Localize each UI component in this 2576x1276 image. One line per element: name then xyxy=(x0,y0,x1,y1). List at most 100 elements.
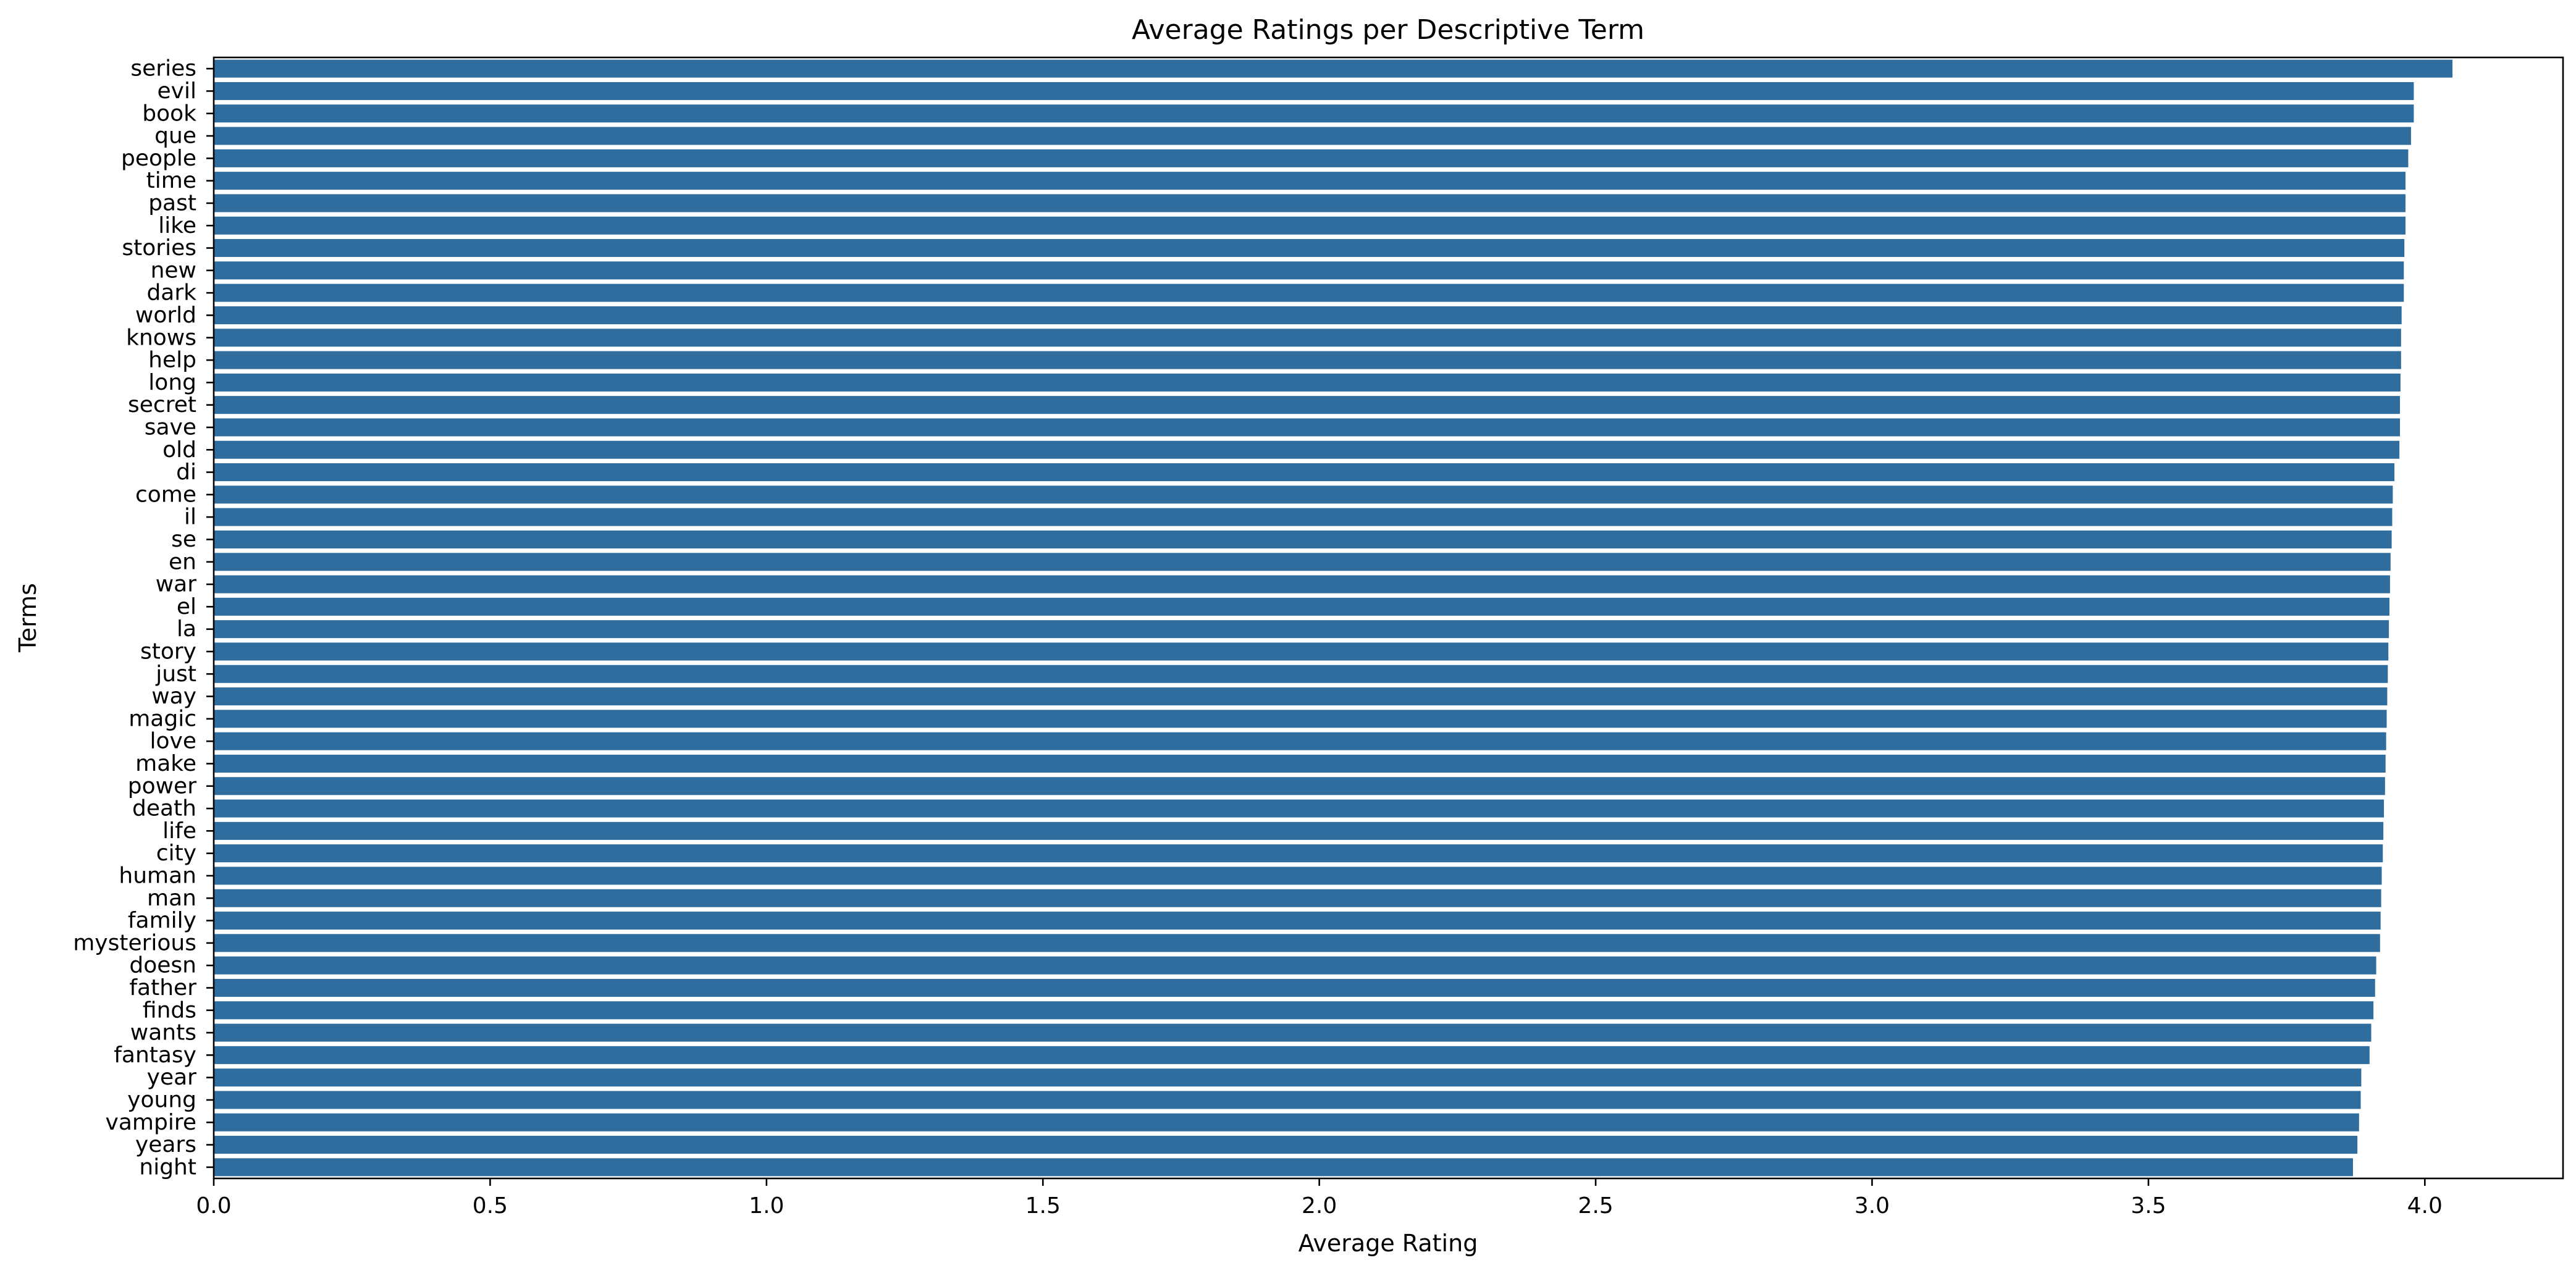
category-label-el: el xyxy=(177,594,196,619)
bar-death xyxy=(214,799,2384,818)
x-tick-label: 0.0 xyxy=(196,1193,231,1219)
x-axis-label: Average Rating xyxy=(1299,1230,1478,1257)
category-label-power: power xyxy=(128,773,196,799)
category-label-time: time xyxy=(146,168,196,193)
plot-frame xyxy=(213,56,2564,1180)
category-label-secret: secret xyxy=(128,392,196,418)
bar-finds xyxy=(214,1001,2374,1020)
bar-old xyxy=(214,440,2400,459)
bar-life xyxy=(214,821,2384,840)
category-label-mysterious: mysterious xyxy=(73,930,196,955)
bar-help xyxy=(214,351,2401,369)
bar-doesn xyxy=(214,956,2376,975)
category-label-se: se xyxy=(171,527,196,552)
category-label-il: il xyxy=(184,505,196,530)
category-label-old: old xyxy=(162,437,196,463)
bar-power xyxy=(214,777,2385,795)
bar-story xyxy=(214,642,2389,661)
bars-group xyxy=(214,59,2453,1177)
category-label-book: book xyxy=(142,101,196,126)
category-label-fantasy: fantasy xyxy=(114,1043,196,1068)
bar-night xyxy=(214,1158,2353,1177)
category-label-di: di xyxy=(176,460,196,485)
bar-just xyxy=(214,665,2388,683)
category-label-way: way xyxy=(151,684,196,709)
category-label-make: make xyxy=(135,751,196,776)
bar-family xyxy=(214,912,2381,930)
bar-vampire xyxy=(214,1113,2359,1131)
category-label-dark: dark xyxy=(146,280,196,306)
x-tick-label: 2.0 xyxy=(1302,1193,1337,1219)
bar-make xyxy=(214,754,2386,773)
bar-series xyxy=(214,59,2453,78)
category-label-life: life xyxy=(162,818,196,844)
bar-fantasy xyxy=(214,1046,2370,1064)
category-label-doesn: doesn xyxy=(129,953,196,978)
category-label-family: family xyxy=(128,908,196,933)
category-label-stories: stories xyxy=(122,235,196,261)
category-label-come: come xyxy=(135,482,196,507)
category-label-night: night xyxy=(139,1154,196,1180)
category-label-evil: evil xyxy=(158,78,196,104)
category-label-series: series xyxy=(130,56,196,82)
bar-stories xyxy=(214,239,2405,258)
category-label-new: new xyxy=(151,258,196,283)
bar-new xyxy=(214,261,2404,280)
category-label-young: young xyxy=(127,1087,196,1112)
category-label-en: en xyxy=(169,549,196,574)
bar-di xyxy=(214,463,2395,482)
bar-que xyxy=(214,127,2411,145)
category-label-like: like xyxy=(158,213,196,238)
x-tick-label: 4.0 xyxy=(2407,1193,2443,1219)
category-label-que: que xyxy=(154,124,196,149)
category-label-years: years xyxy=(135,1132,196,1157)
bar-long xyxy=(214,373,2401,392)
x-tick-label: 1.5 xyxy=(1025,1193,1061,1219)
category-label-just: just xyxy=(155,661,196,687)
category-label-la: la xyxy=(177,616,196,642)
bar-il xyxy=(214,508,2393,526)
bar-secret xyxy=(214,396,2401,414)
bar-se xyxy=(214,530,2392,548)
category-label-year: year xyxy=(147,1065,197,1090)
y-axis-label: Terms xyxy=(14,583,41,653)
category-label-city: city xyxy=(156,841,196,866)
category-label-man: man xyxy=(147,886,196,911)
bar-human xyxy=(214,867,2382,885)
bar-wants xyxy=(214,1023,2372,1042)
category-label-war: war xyxy=(156,572,197,597)
bar-years xyxy=(214,1136,2358,1154)
bar-way xyxy=(214,687,2388,706)
x-axis-ticks: 0.0 0.5 1.0 1.5 2.0 2.5 3.0 3.5 4.0 xyxy=(196,1178,2443,1219)
category-label-past: past xyxy=(148,190,196,216)
bar-love xyxy=(214,732,2386,750)
bar-en xyxy=(214,553,2391,571)
bar-world xyxy=(214,306,2402,324)
category-labels: seriesevilbookquepeopletimepastlikestori… xyxy=(73,56,214,1180)
category-label-wants: wants xyxy=(130,1020,196,1046)
bar-save xyxy=(214,418,2401,437)
bar-evil xyxy=(214,82,2414,100)
x-tick-label: 3.5 xyxy=(2131,1193,2166,1219)
bar-father xyxy=(214,978,2375,997)
bar-come xyxy=(214,485,2393,504)
chart-title: Average Ratings per Descriptive Term xyxy=(1132,14,1644,46)
category-label-human: human xyxy=(119,863,196,888)
category-label-father: father xyxy=(129,975,196,1001)
bar-magic xyxy=(214,710,2387,728)
x-tick-label: 2.5 xyxy=(1578,1193,1613,1219)
bar-city xyxy=(214,844,2383,863)
bar-mysterious xyxy=(214,934,2380,952)
category-label-world: world xyxy=(135,303,196,328)
category-label-finds: finds xyxy=(143,997,196,1023)
category-label-long: long xyxy=(148,370,196,395)
bar-dark xyxy=(214,283,2404,302)
bar-like xyxy=(214,216,2406,235)
category-label-magic: magic xyxy=(128,706,196,731)
x-tick-label: 1.0 xyxy=(749,1193,784,1219)
category-label-help: help xyxy=(148,348,196,373)
bar-year xyxy=(214,1068,2362,1087)
bar-book xyxy=(214,104,2414,123)
bar-man xyxy=(214,889,2381,907)
category-label-vampire: vampire xyxy=(106,1110,196,1135)
